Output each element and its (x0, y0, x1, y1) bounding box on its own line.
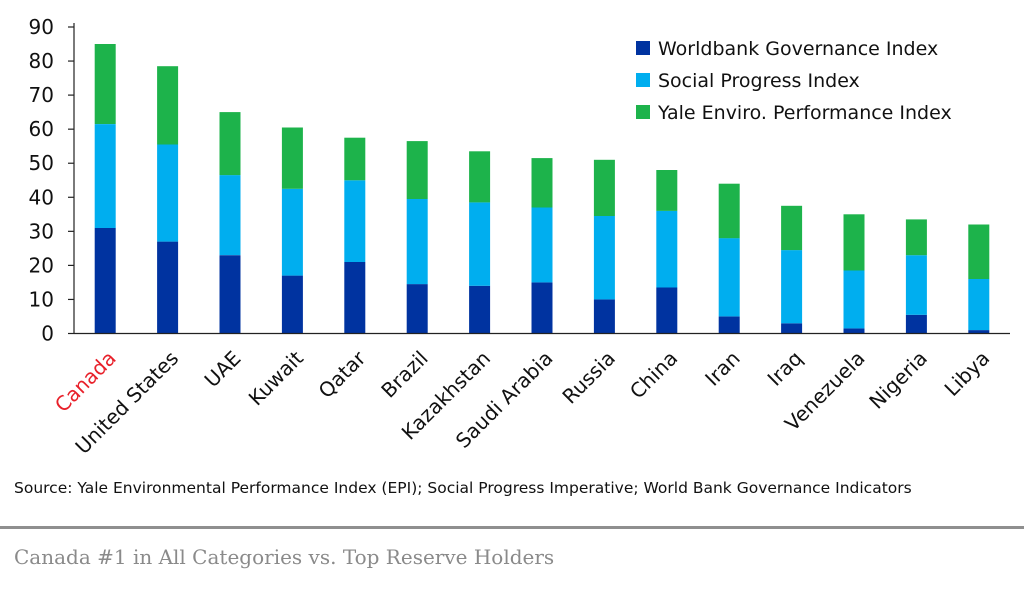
y-tick-label: 0 (41, 322, 54, 346)
bar-segment (718, 238, 740, 317)
bar-segment (469, 151, 491, 203)
bar-segment (219, 112, 241, 176)
bar-segment (157, 241, 179, 334)
bar-segment (656, 210, 678, 288)
bar-segment (593, 159, 615, 216)
legend-label: Yale Enviro. Performance Index (657, 102, 952, 124)
x-tick-label: Nigeria (864, 346, 932, 414)
x-tick-label: Libya (940, 346, 995, 401)
bar-segment (531, 158, 553, 208)
bar-segment (281, 188, 303, 276)
bar-segment (469, 202, 491, 286)
y-tick-label: 50 (29, 151, 54, 175)
bar-segment (344, 137, 366, 181)
x-tick-label: Brazil (376, 346, 432, 402)
source-note: Source: Yale Environmental Performance I… (14, 479, 912, 497)
bar-segment (531, 207, 553, 283)
legend-swatch (636, 105, 650, 119)
bar-segment (406, 284, 428, 334)
bar-segment (781, 205, 803, 251)
y-tick-label: 90 (29, 15, 54, 39)
legend-label: Social Progress Index (658, 70, 860, 92)
bar-segment (593, 299, 615, 334)
y-tick-label: 10 (29, 287, 54, 311)
bar-segment (94, 44, 116, 124)
bar-segment (469, 285, 491, 334)
bar-segment (344, 180, 366, 262)
bars (94, 44, 990, 334)
bar-segment (94, 227, 116, 334)
bar-segment (843, 328, 865, 334)
y-tick-label: 40 (29, 185, 54, 209)
legend-swatch (636, 73, 650, 87)
x-tick-label: China (625, 346, 682, 403)
y-axis: 0 10 20 30 40 50 60 70 80 90 (29, 15, 75, 346)
bar-segment (157, 144, 179, 242)
y-tick-label: 20 (29, 253, 54, 277)
bar-segment (219, 175, 241, 256)
y-tick-label: 30 (29, 219, 54, 243)
bar-segment (344, 262, 366, 334)
bar-segment (157, 66, 179, 145)
bar-segment (781, 323, 803, 334)
x-tick-label: Kuwait (244, 346, 308, 410)
legend-swatch (636, 41, 650, 55)
x-tick-label: Russia (557, 346, 619, 408)
bar-segment (593, 216, 615, 300)
bar-segment (843, 214, 865, 271)
bar-segment (406, 199, 428, 285)
legend: Worldbank Governance Index Social Progres… (636, 38, 952, 124)
bar-segment (968, 330, 990, 334)
bar-segment (281, 275, 303, 334)
bar-segment (718, 316, 740, 334)
bar-segment (905, 219, 927, 256)
x-tick-label: Qatar (314, 346, 371, 403)
bar-segment (905, 255, 927, 315)
bar-segment (281, 127, 303, 189)
legend-label: Worldbank Governance Index (658, 38, 938, 60)
bar-segment (968, 224, 990, 279)
x-tick-label: Iran (700, 346, 745, 391)
bar-segment (843, 270, 865, 329)
bar-segment (781, 250, 803, 324)
bar-segment (656, 287, 678, 334)
y-tick-label: 70 (29, 83, 54, 107)
x-tick-label: Iraq (763, 346, 808, 391)
bar-segment (968, 279, 990, 331)
bar-segment (406, 141, 428, 199)
y-tick-label: 60 (29, 117, 54, 141)
divider (0, 526, 1024, 529)
bar-segment (219, 255, 241, 334)
y-tick-label: 80 (29, 49, 54, 73)
bar-segment (94, 124, 116, 228)
bar-segment (531, 282, 553, 334)
bar-segment (656, 170, 678, 211)
x-tick-label: UAE (200, 346, 246, 392)
bar-segment (718, 183, 740, 239)
bar-segment (905, 314, 927, 334)
page-caption: Canada #1 in All Categories vs. Top Rese… (14, 545, 555, 569)
